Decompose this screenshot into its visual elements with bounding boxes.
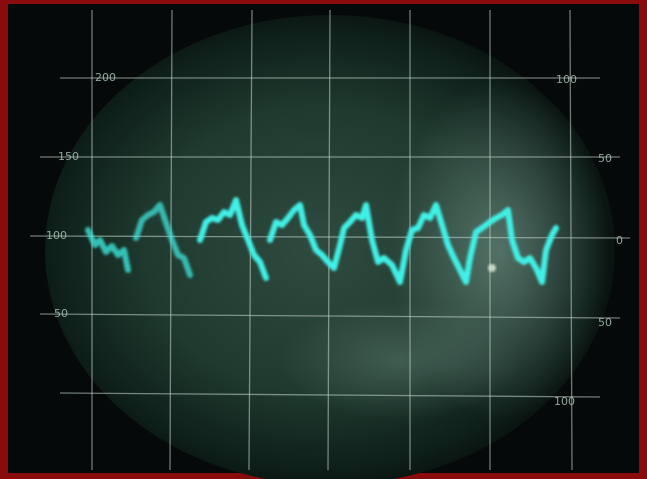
left-label: 200 <box>95 71 116 84</box>
right-label: 50 <box>598 316 612 329</box>
reflection <box>280 300 520 420</box>
right-label: 100 <box>556 73 577 86</box>
oscilloscope-photo: 200 150 100 50 100 50 0 50 100 <box>0 0 647 479</box>
right-label: 0 <box>616 234 623 247</box>
left-label: 150 <box>58 150 79 163</box>
left-label: 100 <box>46 229 67 242</box>
right-label: 100 <box>554 395 575 408</box>
left-label: 50 <box>54 307 68 320</box>
glare-spot <box>488 264 496 272</box>
right-label: 50 <box>598 152 612 165</box>
